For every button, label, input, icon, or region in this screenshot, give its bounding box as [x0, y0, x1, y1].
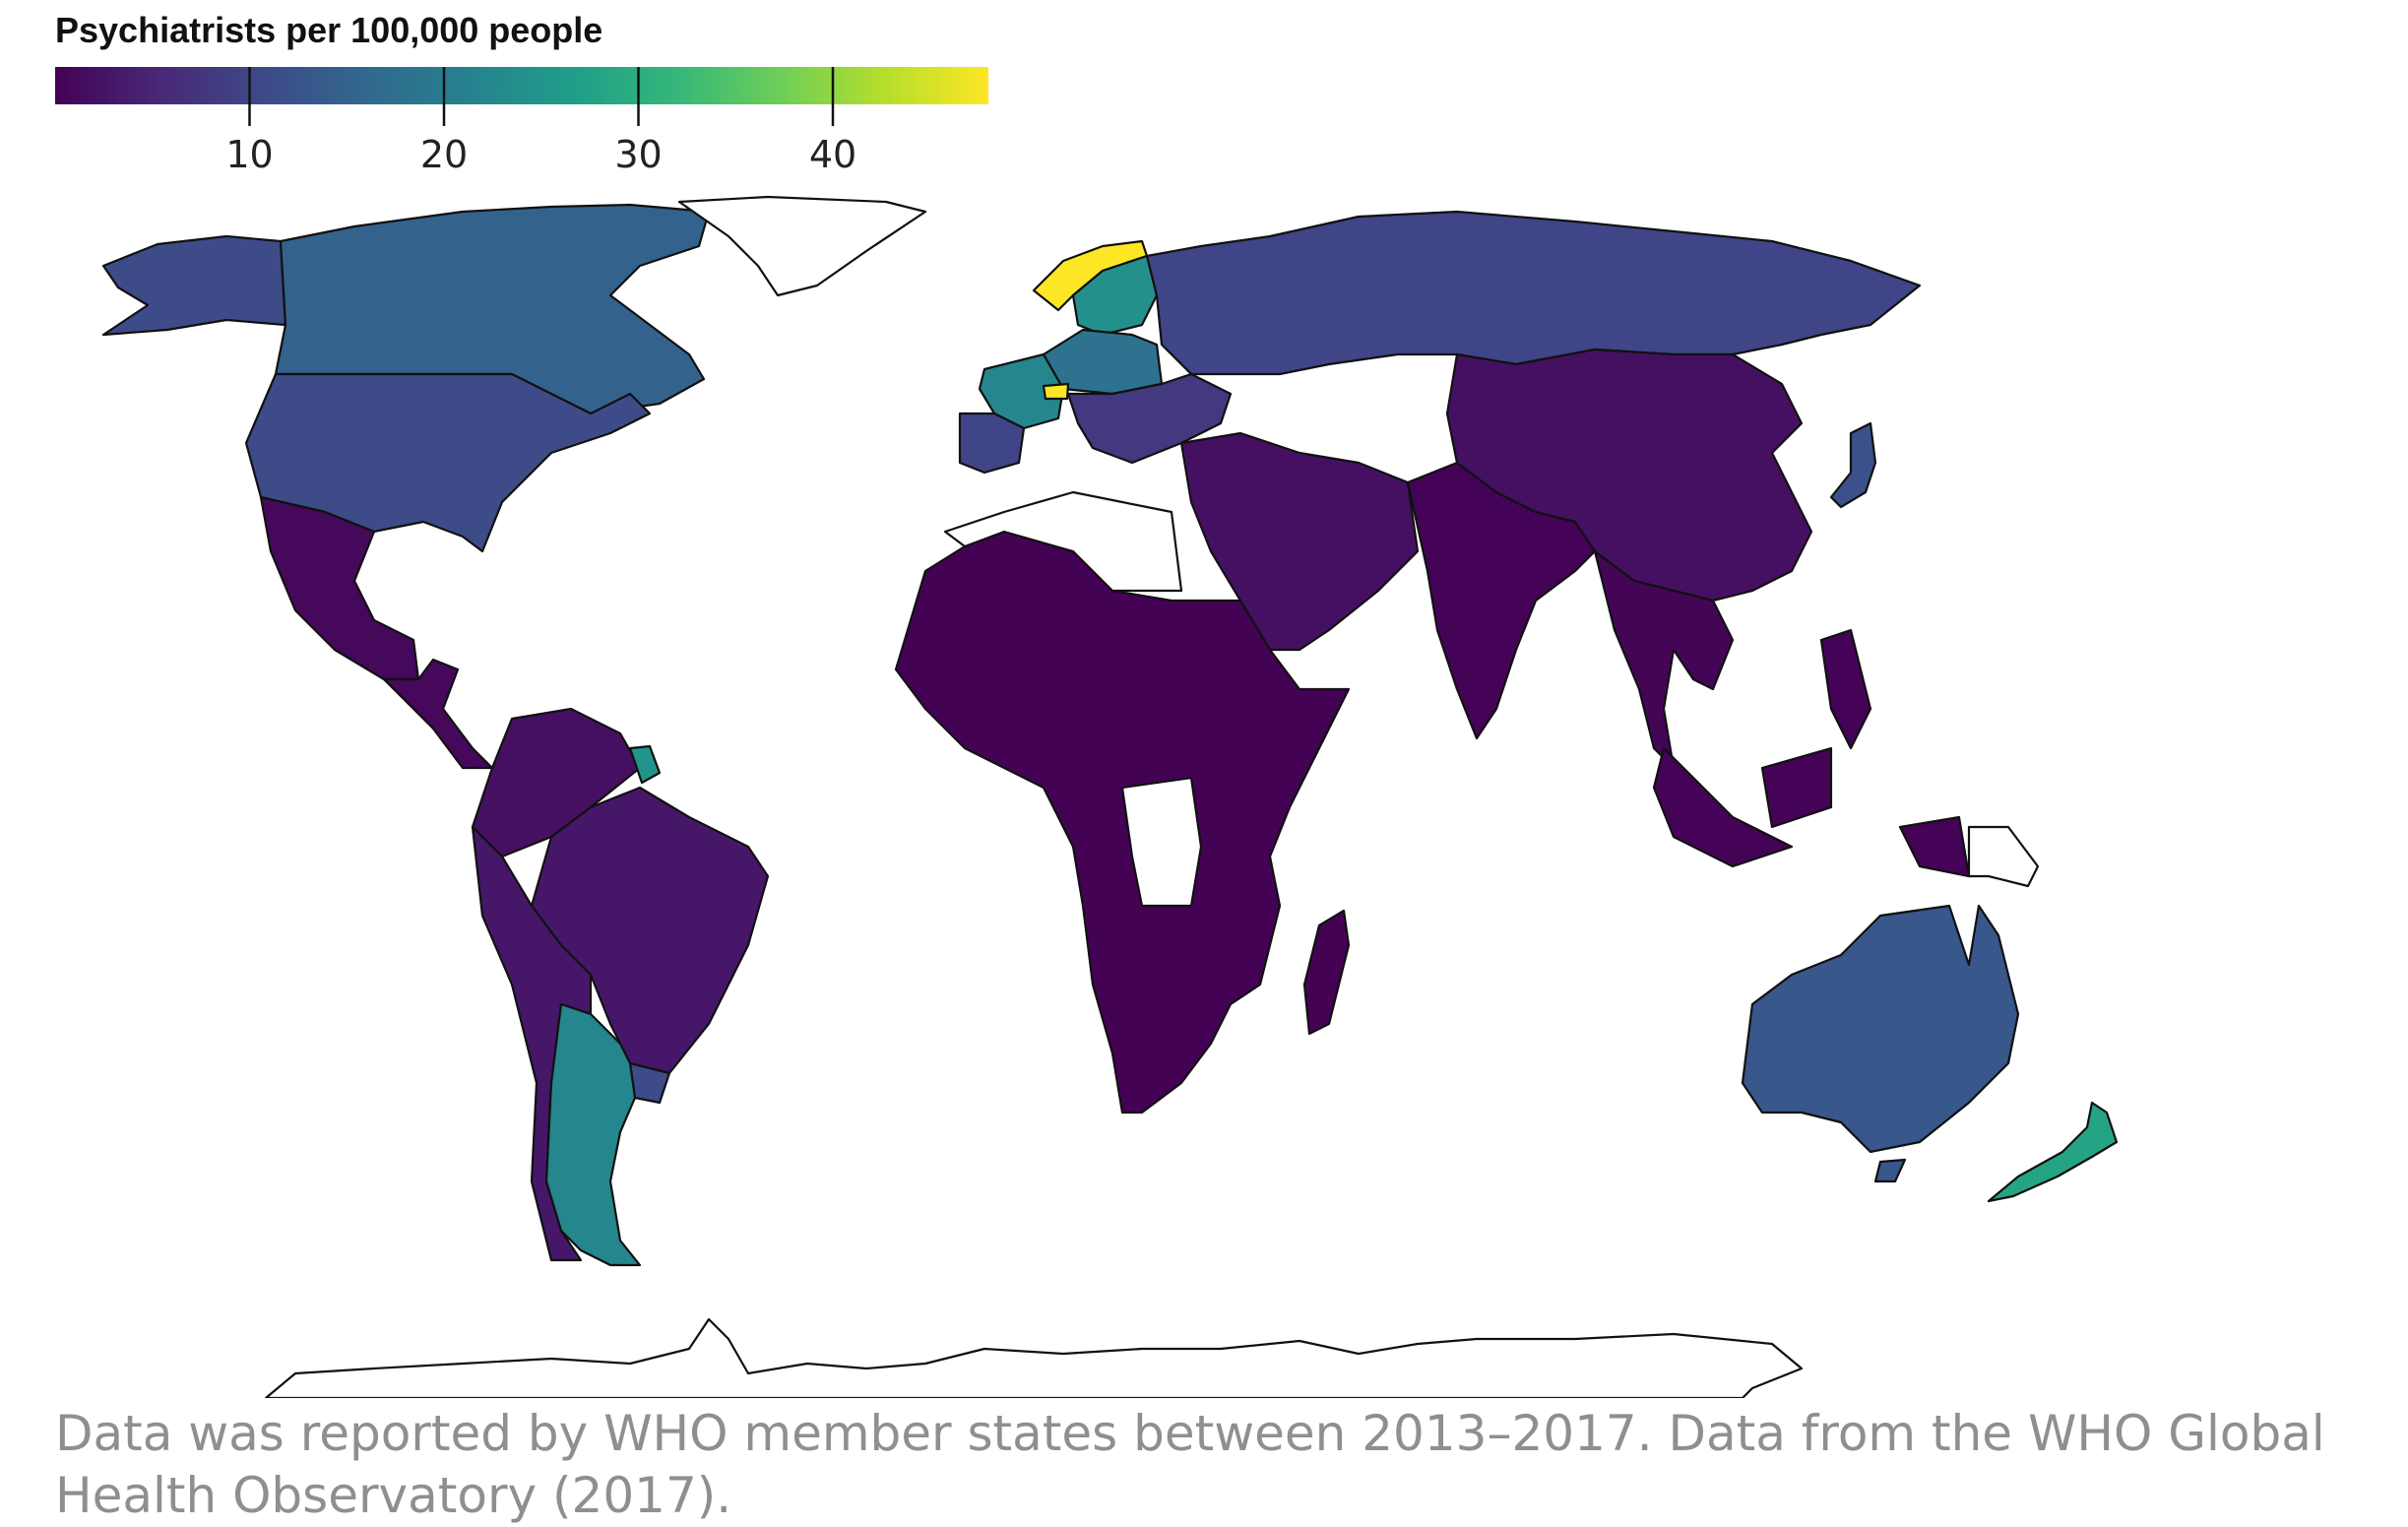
region-southeast-asia[interactable] — [1593, 549, 1735, 770]
color-legend: 10 20 30 40 — [55, 67, 988, 176]
region-tasmania[interactable] — [1873, 1158, 1907, 1183]
region-argentina[interactable] — [544, 1002, 642, 1267]
region-africa[interactable] — [894, 530, 1351, 1114]
region-japan[interactable] — [1829, 421, 1877, 509]
region-russia[interactable] — [1145, 210, 1922, 376]
region-australia[interactable] — [1741, 904, 2020, 1154]
region-middle-east[interactable] — [1179, 431, 1420, 652]
world-map — [101, 195, 2119, 1398]
region-switzerland[interactable] — [1042, 382, 1070, 401]
region-central-africa-nodata — [1120, 776, 1203, 908]
region-new-zealand[interactable] — [1987, 1101, 2119, 1203]
legend-tick-label: 40 — [809, 133, 856, 176]
country-shapes — [101, 195, 2119, 1398]
region-france[interactable] — [978, 352, 1065, 430]
region-iberia[interactable] — [958, 412, 1026, 475]
region-central-america[interactable] — [382, 658, 494, 770]
region-western-europe[interactable] — [1042, 328, 1164, 396]
legend-tick-label: 20 — [420, 133, 468, 176]
map-caption: Data was reported by WHO member states b… — [55, 1405, 2325, 1524]
legend-tick-label: 10 — [225, 133, 273, 176]
region-east-asia[interactable] — [1445, 348, 1813, 603]
region-papua-new-guinea — [1967, 825, 2040, 888]
region-north-africa — [943, 490, 1183, 593]
legend-tick-label: 30 — [614, 133, 662, 176]
legend-title: Psychiatrists per 100,000 people — [55, 10, 603, 50]
region-greenland — [677, 195, 927, 297]
region-mexico[interactable] — [259, 495, 420, 681]
region-maritime-asia[interactable] — [1652, 628, 1971, 878]
region-antarctica — [264, 1317, 1804, 1398]
region-french-guiana[interactable] — [628, 744, 662, 785]
region-eastern-europe[interactable] — [1066, 372, 1233, 465]
region-madagascar[interactable] — [1302, 909, 1351, 1036]
region-nordics[interactable] — [1071, 254, 1159, 337]
region-alaska[interactable] — [101, 234, 287, 337]
legend-ticks: 10 20 30 40 — [225, 67, 856, 176]
